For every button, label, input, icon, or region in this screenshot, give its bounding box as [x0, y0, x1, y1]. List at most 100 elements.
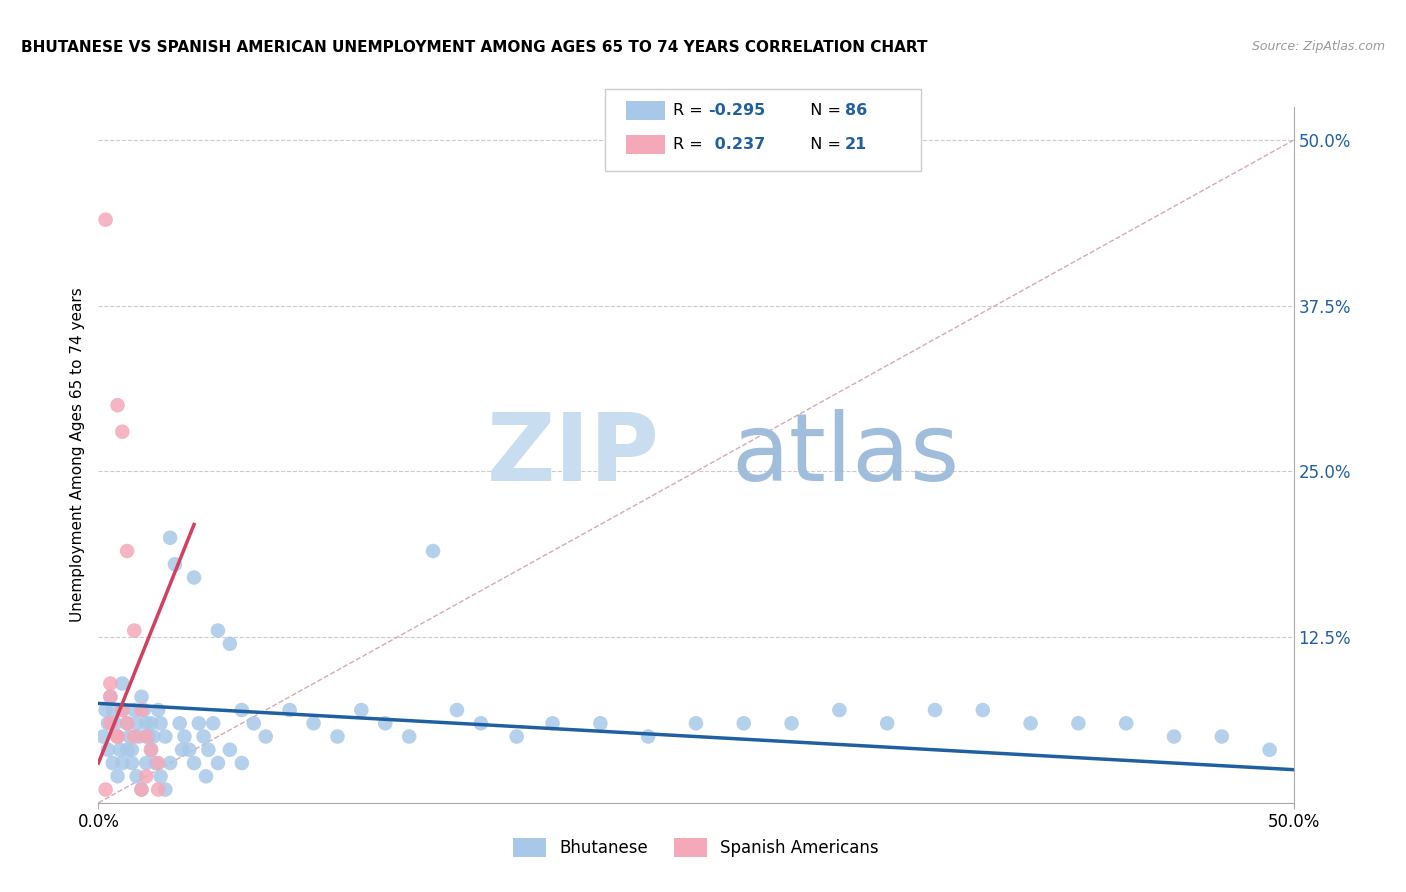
Point	[131, 782, 153, 797]
Point	[124, 624, 146, 638]
Point	[135, 730, 157, 744]
Point	[138, 730, 160, 744]
Point	[118, 730, 141, 744]
Text: N =: N =	[800, 137, 846, 152]
Point	[149, 769, 172, 783]
Point	[243, 716, 266, 731]
Point	[219, 743, 242, 757]
Point	[111, 425, 134, 439]
Point	[139, 743, 162, 757]
Point	[1115, 716, 1137, 731]
Point	[121, 743, 143, 757]
Point	[422, 544, 444, 558]
Point	[111, 756, 134, 770]
Point	[207, 756, 229, 770]
Point	[121, 756, 143, 770]
Point	[107, 769, 129, 783]
Point	[1258, 743, 1281, 757]
Point	[187, 716, 209, 731]
Point	[124, 703, 146, 717]
Point	[207, 624, 229, 638]
Point	[107, 398, 129, 412]
Point	[193, 730, 215, 744]
Point	[145, 756, 167, 770]
Point	[1067, 716, 1090, 731]
Point	[111, 703, 134, 717]
Point	[115, 716, 138, 731]
Point	[159, 531, 181, 545]
Point	[148, 782, 170, 797]
Point	[202, 716, 225, 731]
Point	[780, 716, 803, 731]
Point	[733, 716, 755, 731]
Point	[91, 730, 114, 744]
Point	[155, 730, 177, 744]
Point	[541, 716, 564, 731]
Point	[101, 756, 124, 770]
Point	[374, 716, 396, 731]
Point	[139, 716, 162, 731]
Point	[231, 756, 253, 770]
Point	[685, 716, 707, 731]
Point	[1211, 730, 1233, 744]
Text: 86: 86	[845, 103, 868, 118]
Point	[98, 716, 122, 731]
Point	[254, 730, 277, 744]
Point	[94, 703, 117, 717]
Point	[302, 716, 325, 731]
Point	[1019, 716, 1042, 731]
Point	[131, 782, 153, 797]
Point	[350, 703, 373, 717]
Point	[219, 637, 242, 651]
Point	[115, 743, 138, 757]
Legend: Bhutanese, Spanish Americans: Bhutanese, Spanish Americans	[506, 831, 886, 864]
Point	[107, 730, 129, 744]
Point	[159, 756, 181, 770]
Point	[173, 730, 195, 744]
Point	[163, 558, 186, 572]
Text: R =: R =	[673, 103, 709, 118]
Point	[231, 703, 253, 717]
Text: 21: 21	[845, 137, 868, 152]
Point	[1163, 730, 1185, 744]
Point	[104, 716, 127, 731]
Point	[139, 743, 162, 757]
Point	[98, 690, 122, 704]
Point	[94, 782, 117, 797]
Point	[183, 570, 205, 584]
Point	[135, 769, 157, 783]
Text: atlas: atlas	[733, 409, 960, 501]
Point	[132, 703, 155, 717]
Point	[128, 730, 150, 744]
Point	[94, 212, 117, 227]
Point	[111, 676, 134, 690]
Point	[876, 716, 898, 731]
Point	[179, 743, 201, 757]
Point	[148, 703, 170, 717]
Point	[637, 730, 659, 744]
Point	[107, 730, 129, 744]
Point	[589, 716, 612, 731]
Point	[125, 769, 148, 783]
Point	[108, 743, 131, 757]
Point	[98, 690, 122, 704]
Text: N =: N =	[800, 103, 846, 118]
Text: Source: ZipAtlas.com: Source: ZipAtlas.com	[1251, 40, 1385, 54]
Point	[169, 716, 191, 731]
Point	[278, 703, 301, 717]
Point	[124, 730, 146, 744]
Point	[97, 743, 120, 757]
Point	[111, 703, 134, 717]
Point	[98, 676, 122, 690]
Point	[155, 782, 177, 797]
Text: R =: R =	[673, 137, 713, 152]
Text: BHUTANESE VS SPANISH AMERICAN UNEMPLOYMENT AMONG AGES 65 TO 74 YEARS CORRELATION: BHUTANESE VS SPANISH AMERICAN UNEMPLOYME…	[21, 40, 928, 55]
Point	[172, 743, 194, 757]
Y-axis label: Unemployment Among Ages 65 to 74 years: Unemployment Among Ages 65 to 74 years	[70, 287, 86, 623]
Point	[398, 730, 420, 744]
Point	[131, 703, 153, 717]
Point	[195, 769, 218, 783]
Point	[183, 756, 205, 770]
Point	[149, 716, 172, 731]
Text: ZIP: ZIP	[488, 409, 661, 501]
